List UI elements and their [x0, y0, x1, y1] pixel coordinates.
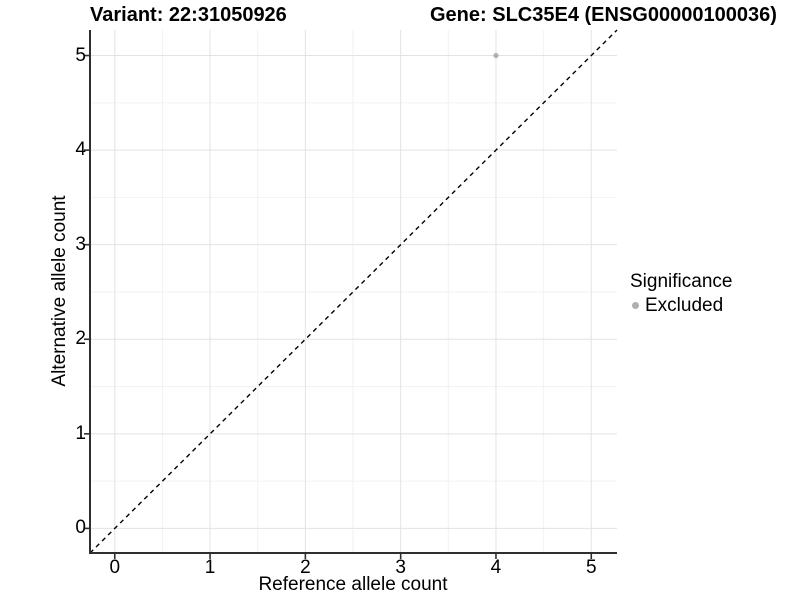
variant-title: Variant: 22:31050926	[90, 4, 287, 26]
x-tick-label: 2	[300, 557, 311, 578]
x-tick-label: 0	[109, 557, 121, 578]
x-tick-label: 5	[585, 557, 597, 578]
y-axis-title: Alternative allele count	[49, 195, 70, 387]
legend-item-label: Excluded	[645, 295, 724, 316]
x-tick-label: 4	[490, 557, 502, 578]
x-axis-title: Reference allele count	[258, 574, 448, 595]
y-tick-label: 4	[75, 139, 86, 161]
data-point	[493, 52, 499, 59]
gene-title: Gene: SLC35E4 (ENSG00000100036)	[430, 4, 777, 26]
y-tick-label: 5	[75, 44, 86, 66]
y-tick-label: 3	[75, 233, 86, 255]
y-tick-label: 2	[75, 328, 86, 350]
y-tick-label: 1	[75, 422, 86, 444]
legend: Significance Excluded	[630, 270, 732, 317]
excluded-point-icon	[632, 302, 639, 309]
x-tick-label: 3	[395, 557, 406, 578]
legend-item-excluded: Excluded	[630, 294, 732, 317]
legend-title: Significance	[630, 271, 733, 292]
x-tick-label: 1	[204, 557, 216, 578]
y-tick-label: 0	[75, 517, 86, 539]
